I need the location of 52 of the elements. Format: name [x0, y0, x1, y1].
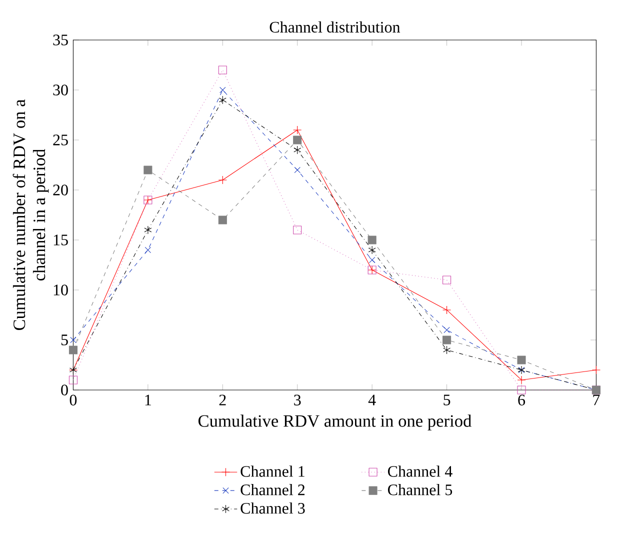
- point: [144, 166, 152, 174]
- point: [218, 96, 226, 104]
- legend-label: Channel 5: [388, 484, 452, 496]
- point: [220, 86, 226, 94]
- legend-label: Channel 4: [388, 466, 452, 477]
- point: [368, 236, 376, 244]
- legend-label: Channel 2: [240, 484, 305, 496]
- x-tick-label: 1: [145, 394, 151, 406]
- point: [517, 376, 526, 384]
- point: [442, 306, 452, 314]
- legend-label: Channel 1: [240, 466, 304, 477]
- y-tick-label: 30: [53, 84, 68, 96]
- x-axis-title: Cumulative RDV amount in one period: [198, 414, 472, 430]
- point: [218, 176, 227, 184]
- y-axis-title: Cumulative number of RDV on a channel in a period: [12, 99, 49, 330]
- point: [442, 336, 452, 344]
- point: [592, 366, 600, 374]
- point: [517, 386, 526, 394]
- point: [70, 336, 76, 344]
- x-tick-label: 6: [518, 394, 526, 406]
- x-tick-label: 4: [368, 394, 376, 406]
- x-tick-label: 2: [219, 394, 226, 406]
- y-tick-label: 15: [54, 234, 68, 246]
- point: [442, 276, 452, 284]
- point: [443, 346, 451, 354]
- point: [444, 326, 450, 334]
- point: [293, 136, 302, 144]
- point: [293, 226, 302, 234]
- legend-label: Channel 3: [240, 502, 305, 514]
- point: [144, 246, 152, 254]
- chart-title: Channel distribution: [270, 21, 400, 33]
- point: [368, 246, 376, 254]
- x-tick-label: 3: [294, 394, 301, 406]
- point: [68, 346, 78, 354]
- y-tick-label: 5: [61, 334, 68, 346]
- x-tick-label: 7: [593, 394, 600, 406]
- point: [294, 166, 300, 174]
- point: [368, 256, 376, 264]
- point: [218, 216, 227, 224]
- y-tick-label: 0: [61, 384, 68, 396]
- point: [68, 376, 78, 384]
- y-tick-label: 25: [53, 134, 68, 146]
- y-tick-label: 35: [53, 34, 68, 46]
- x-tick-label: 0: [70, 394, 77, 406]
- point: [294, 146, 302, 154]
- point: [517, 356, 526, 364]
- point: [144, 226, 152, 234]
- point: [293, 126, 302, 134]
- y-tick-label: 20: [53, 184, 68, 196]
- y-tick-label: 10: [54, 284, 68, 296]
- point: [218, 66, 227, 74]
- x-tick-label: 5: [444, 394, 450, 406]
